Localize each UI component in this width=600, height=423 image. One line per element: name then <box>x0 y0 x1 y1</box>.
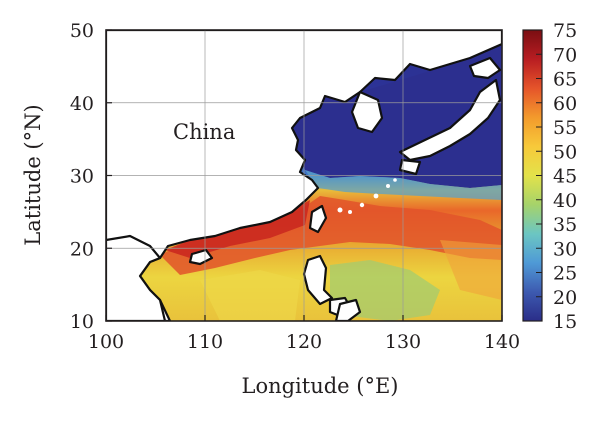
gridlines <box>106 30 502 321</box>
colorbar-tick-label-8: 35 <box>553 214 577 236</box>
y-tick-label-1: 20 <box>70 238 94 260</box>
y-tick-label-3: 40 <box>70 93 94 115</box>
y-axis-label: Latitude (°N) <box>21 104 45 245</box>
x-tick-label-1: 110 <box>187 331 223 353</box>
x-tick-label-4: 140 <box>484 331 520 353</box>
y-tick-label-0: 10 <box>70 311 94 333</box>
colorbar-tick-label-0: 75 <box>553 20 577 42</box>
colorbar-tick-label-1: 70 <box>553 44 577 66</box>
colorbar-tick-label-3: 60 <box>553 93 577 115</box>
x-tick-label-2: 120 <box>286 331 322 353</box>
colorbar-tick-label-12: 15 <box>553 311 577 333</box>
colorbar-tick-label-2: 65 <box>553 69 577 91</box>
y-tick-label-2: 30 <box>70 166 94 188</box>
colorbar-tick-label-7: 40 <box>553 190 577 212</box>
colorbar-tick-label-9: 30 <box>553 238 577 260</box>
colorbar-tick-label-6: 45 <box>553 166 577 188</box>
place-label-china: China <box>173 120 235 144</box>
x-axis-label: Longitude (°E) <box>242 374 399 398</box>
colorbar-tick-label-5: 50 <box>553 141 577 163</box>
colorbar-tick-label-11: 20 <box>553 287 577 309</box>
x-tick-label-3: 130 <box>385 331 421 353</box>
island-chain <box>337 178 397 214</box>
colorbar-tick-label-4: 55 <box>553 117 577 139</box>
y-axis-ticks: 10 20 30 40 50 <box>70 20 112 333</box>
colorbar-tick-label-10: 25 <box>553 263 577 285</box>
x-axis-ticks: 100 110 120 130 140 <box>88 315 520 353</box>
x-tick-label-0: 100 <box>88 331 124 353</box>
y-tick-label-4: 50 <box>70 20 94 42</box>
